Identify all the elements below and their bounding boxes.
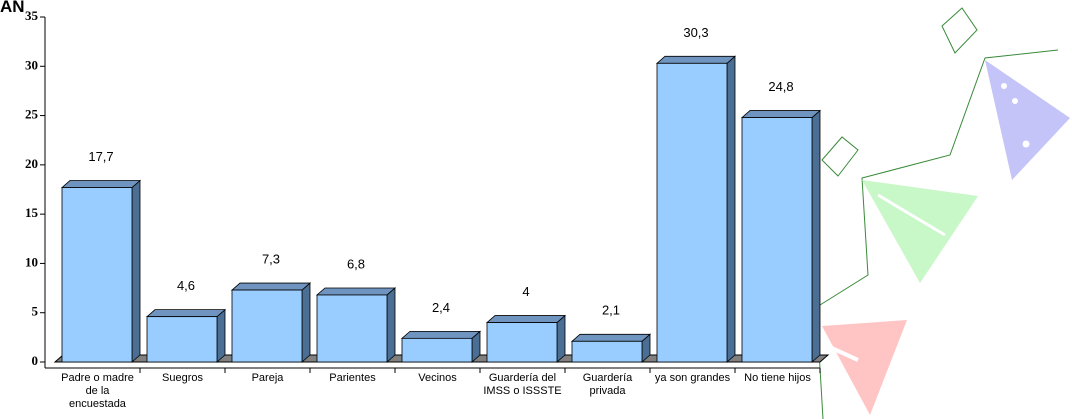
bar-side	[216, 308, 226, 363]
bar	[61, 187, 133, 363]
x-tick-label: Suegros	[162, 372, 203, 384]
bar-side	[811, 109, 821, 363]
value-label: 24,8	[768, 79, 793, 94]
decoration	[815, 7, 1070, 419]
bar-side	[386, 287, 396, 363]
bar-top	[60, 180, 142, 188]
value-label: 2,1	[602, 303, 620, 318]
bar-top	[655, 55, 737, 64]
x-tick-label: Parientes	[329, 372, 376, 384]
bar	[401, 337, 473, 363]
bar-side	[301, 282, 311, 363]
y-tick-label: 25	[25, 107, 39, 122]
bar-side	[556, 314, 566, 363]
bar	[571, 340, 643, 363]
value-label: 6,8	[347, 256, 365, 271]
y-tick-label: 5	[32, 304, 39, 319]
value-label: 4,6	[177, 278, 195, 293]
x-tick-label: No tiene hijos	[744, 372, 811, 384]
bar-top	[230, 282, 312, 291]
y-tick-label: 20	[25, 156, 38, 171]
x-tick-label: Vecinos	[418, 372, 457, 384]
bar	[741, 117, 813, 363]
bar-side	[726, 55, 736, 363]
x-tick-label: Guardería privada	[582, 372, 633, 397]
value-label: 7,3	[262, 251, 280, 266]
value-label: 30,3	[683, 25, 708, 40]
x-tick-label: ya son grandes	[654, 372, 731, 384]
y-tick-label: 10	[25, 254, 38, 269]
value-label: 4	[522, 284, 529, 299]
value-label: 2,4	[432, 300, 450, 315]
y-tick-label: 30	[25, 57, 38, 72]
bar-top	[740, 110, 822, 118]
y-tick-label: 0	[32, 353, 39, 368]
x-tick-label: Guardería del IMSS o ISSSTE	[483, 372, 562, 397]
bar	[486, 322, 558, 363]
bar-top	[485, 315, 567, 323]
bar	[316, 294, 388, 363]
y-tick-label: 35	[25, 8, 39, 23]
bar	[146, 316, 218, 363]
x-tick-label: Padre o madre de la encuestada	[61, 372, 134, 410]
bar	[656, 62, 728, 363]
value-label: 17,7	[88, 149, 113, 164]
bar-side	[131, 179, 141, 363]
bar-top	[145, 309, 227, 318]
y-tick-label: 15	[25, 205, 39, 220]
chart-title: AN	[0, 0, 25, 16]
bar-top	[315, 287, 397, 296]
x-tick-label: Pareja	[251, 372, 284, 384]
bar-top	[400, 330, 482, 339]
bar	[231, 289, 303, 363]
bar-top	[570, 333, 652, 342]
